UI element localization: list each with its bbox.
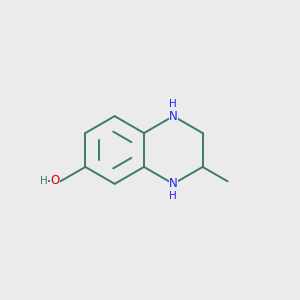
Text: O: O	[50, 174, 60, 187]
Text: N: N	[169, 110, 178, 123]
Text: H: H	[40, 176, 48, 186]
Text: H: H	[169, 191, 177, 201]
Text: N: N	[169, 177, 178, 190]
Text: H: H	[169, 99, 177, 109]
